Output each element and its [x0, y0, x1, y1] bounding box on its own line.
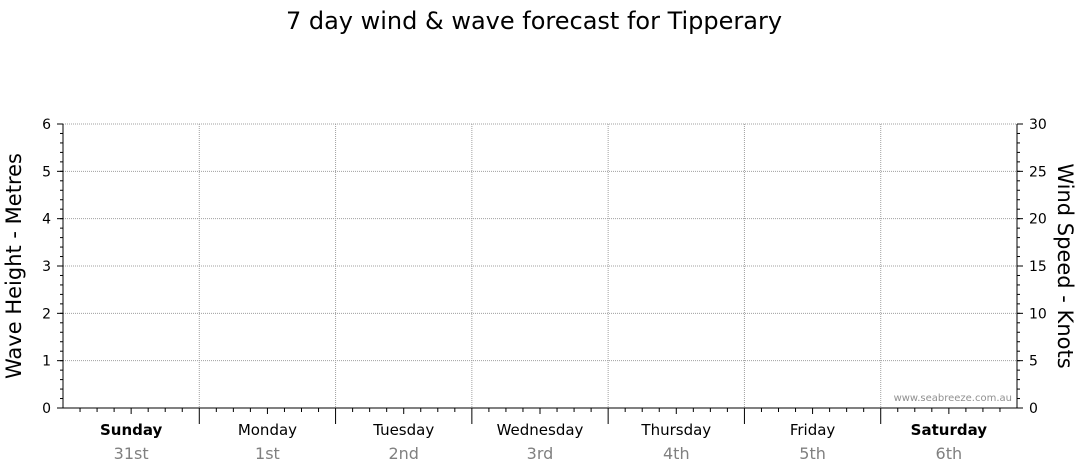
left-tick-label: 0 — [42, 401, 51, 417]
right-axis-label: Wind Speed - Knots — [1053, 163, 1077, 368]
right-tick-label: 20 — [1029, 212, 1047, 228]
day-name-label: Thursday — [640, 421, 711, 439]
right-tick-label: 5 — [1029, 354, 1038, 370]
x-axis: Sunday 31st Monday 1st Tuesday 2nd Wednesday 3r… — [63, 407, 1017, 463]
left-tick-label: 1 — [42, 354, 51, 370]
left-tick-label: 5 — [42, 164, 51, 180]
left-tick-label: 2 — [42, 306, 51, 322]
right-tick-label: 30 — [1029, 117, 1047, 133]
day-date-label: 2nd — [388, 444, 418, 463]
day-date-label: 5th — [799, 444, 826, 463]
left-tick-label: 6 — [42, 117, 51, 133]
day-name-label: Monday — [238, 421, 297, 439]
day-name-label: Sunday — [100, 421, 163, 439]
right-tick-label: 10 — [1029, 306, 1047, 322]
left-tick-label: 3 — [42, 259, 51, 275]
day-name-label: Saturday — [911, 421, 988, 439]
left-y-axis: 0 1 2 3 4 5 6 — [42, 117, 64, 417]
day-name-label: Friday — [790, 421, 836, 439]
chart-title: 7 day wind & wave forecast for Tipperary — [286, 7, 782, 35]
left-tick-label: 4 — [42, 212, 51, 228]
left-axis-label: Wave Height - Metres — [2, 153, 26, 379]
plot-area — [63, 123, 1017, 408]
right-y-axis: 0 5 10 15 20 25 30 — [1016, 117, 1047, 417]
day-date-label: 31st — [114, 444, 149, 463]
watermark: www.seabreeze.com.au — [894, 393, 1012, 404]
day-name-label: Tuesday — [372, 421, 434, 439]
day-date-label: 6th — [936, 444, 963, 463]
day-date-label: 3rd — [527, 444, 554, 463]
day-date-label: 4th — [663, 444, 690, 463]
right-tick-label: 0 — [1029, 401, 1038, 417]
day-date-label: 1st — [255, 444, 280, 463]
day-name-label: Wednesday — [497, 421, 584, 439]
right-tick-label: 15 — [1029, 259, 1047, 275]
right-tick-label: 25 — [1029, 164, 1047, 180]
